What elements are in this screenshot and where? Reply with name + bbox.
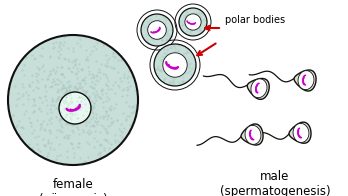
- Circle shape: [137, 10, 177, 50]
- Circle shape: [179, 8, 207, 36]
- Polygon shape: [294, 70, 316, 91]
- Polygon shape: [289, 122, 311, 143]
- Circle shape: [163, 53, 187, 77]
- Text: male
(spermatogenesis): male (spermatogenesis): [220, 170, 330, 196]
- Text: polar bodies: polar bodies: [225, 15, 285, 25]
- Text: female
(oögenesis): female (oögenesis): [39, 178, 107, 196]
- Circle shape: [150, 40, 200, 90]
- Polygon shape: [298, 71, 314, 90]
- Polygon shape: [245, 125, 261, 144]
- Circle shape: [154, 44, 196, 86]
- Circle shape: [148, 21, 166, 39]
- Polygon shape: [251, 79, 267, 98]
- Circle shape: [59, 92, 91, 124]
- Polygon shape: [293, 123, 309, 142]
- Circle shape: [175, 4, 211, 40]
- Circle shape: [185, 14, 201, 30]
- Polygon shape: [247, 78, 269, 99]
- Polygon shape: [241, 124, 263, 145]
- Circle shape: [141, 14, 173, 46]
- Circle shape: [8, 35, 138, 165]
